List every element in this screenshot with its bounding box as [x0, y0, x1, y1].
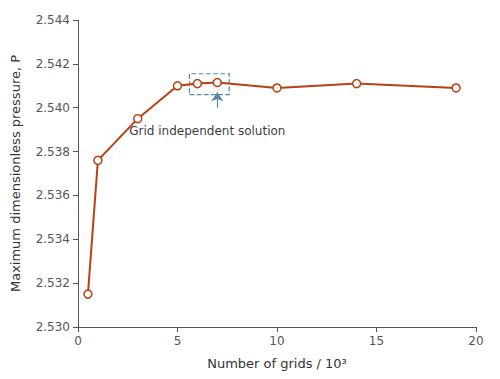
svg-text:15: 15 [369, 334, 384, 348]
svg-text:2.536: 2.536 [36, 188, 70, 202]
svg-text:2.530: 2.530 [36, 320, 70, 334]
svg-text:2.540: 2.540 [36, 101, 70, 115]
svg-text:2.532: 2.532 [36, 276, 70, 290]
svg-text:2.544: 2.544 [36, 13, 70, 27]
svg-text:20: 20 [468, 334, 483, 348]
svg-text:Maximum dimensionless pressure: Maximum dimensionless pressure, P [8, 55, 23, 292]
svg-text:2.542: 2.542 [36, 57, 70, 71]
svg-text:2.538: 2.538 [36, 145, 70, 159]
svg-text:10: 10 [269, 334, 284, 348]
svg-text:0: 0 [74, 334, 82, 348]
svg-text:Grid independent solution: Grid independent solution [129, 124, 285, 138]
svg-text:2.534: 2.534 [36, 232, 70, 246]
svg-text:Number of grids / 10³: Number of grids / 10³ [207, 356, 347, 371]
svg-text:5: 5 [174, 334, 182, 348]
